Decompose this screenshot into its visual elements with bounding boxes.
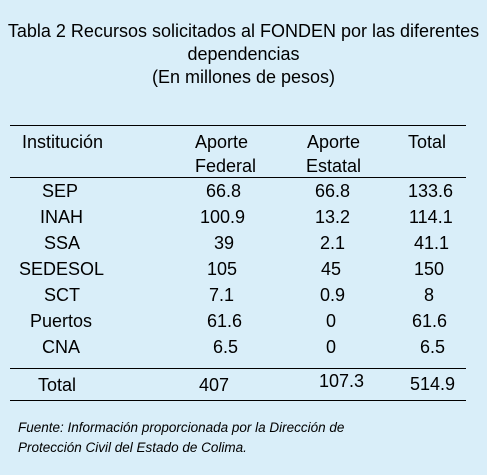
cell-institucion: Puertos: [30, 311, 93, 331]
cell-estatal: 0: [326, 311, 337, 331]
title-line-2: dependencias: [187, 44, 300, 64]
source-line-2: Protección Civil del Estado de Colima.: [18, 440, 247, 455]
cell-total: 41.1: [414, 233, 450, 253]
cell-institucion: SEDESOL: [19, 259, 105, 279]
cell-federal: 7.1: [209, 285, 235, 305]
bottom-rule: [10, 400, 466, 401]
cell-estatal: 45: [321, 259, 342, 279]
cell-federal: 100.9: [200, 207, 246, 227]
cell-institucion: SSA: [44, 233, 81, 253]
header-rule: [10, 177, 466, 178]
source-note: Fuente: Información proporcionada por la…: [18, 418, 344, 458]
totals-label: Total: [38, 375, 77, 395]
source-line-1: Fuente: Información proporcionada por la…: [18, 420, 345, 435]
header-aporte-federal-2: Federal: [195, 156, 257, 176]
cell-estatal: 2.1: [320, 233, 346, 253]
totals-estatal: 107.3: [319, 371, 365, 391]
header-aporte-estatal-1: Aporte: [307, 132, 361, 152]
totals-rule: [10, 368, 466, 369]
cell-estatal: 0: [326, 337, 337, 357]
cell-institucion: SCT: [44, 285, 80, 305]
cell-total: 8: [424, 285, 435, 305]
header-institucion: Institución: [22, 132, 104, 152]
title-line-1: Tabla 2 Recursos solicitados al FONDEN p…: [7, 21, 480, 41]
top-rule: [10, 125, 466, 126]
header-aporte-estatal-2: Estatal: [306, 156, 362, 176]
cell-institucion: CNA: [42, 337, 81, 357]
totals-total: 514.9: [410, 374, 456, 394]
cell-federal: 6.5: [213, 337, 239, 357]
cell-estatal: 66.8: [315, 181, 351, 201]
cell-institucion: SEP: [42, 181, 79, 201]
totals-federal: 407: [199, 375, 230, 395]
table-title: Tabla 2 Recursos solicitados al FONDEN p…: [0, 20, 487, 89]
cell-federal: 39: [214, 233, 235, 253]
cell-total: 114.1: [409, 207, 453, 227]
cell-estatal: 0.9: [320, 285, 346, 305]
cell-total: 133.6: [408, 181, 454, 201]
header-aporte-federal-1: Aporte: [195, 132, 249, 152]
cell-total: 150: [414, 259, 445, 279]
cell-federal: 66.8: [206, 181, 242, 201]
cell-federal: 61.6: [207, 311, 243, 331]
cell-federal: 105: [207, 259, 238, 279]
cell-institucion: INAH: [40, 207, 84, 227]
cell-estatal: 13.2: [315, 207, 351, 227]
cell-total: 6.5: [420, 337, 446, 357]
cell-total: 61.6: [412, 311, 448, 331]
header-total: Total: [408, 132, 447, 152]
title-line-3: (En millones de pesos): [151, 67, 336, 87]
